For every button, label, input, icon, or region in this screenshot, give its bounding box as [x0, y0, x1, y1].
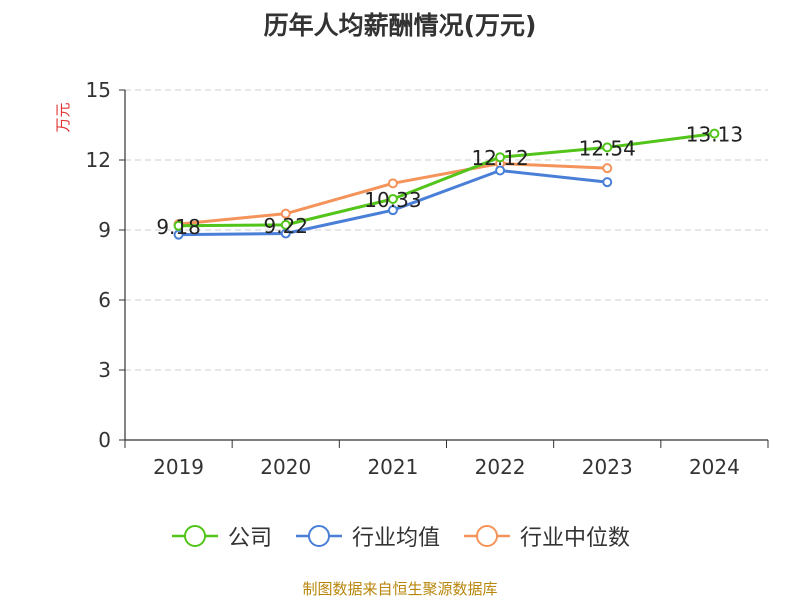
- legend-label: 行业中位数: [520, 526, 631, 551]
- x-tick-label: 2020: [260, 455, 311, 479]
- source-note: 制图数据来自恒生聚源数据库: [302, 580, 498, 598]
- data-point: [280, 219, 291, 230]
- legend-swatch-icon: [295, 525, 342, 547]
- legend-item[interactable]: 行业均值: [294, 520, 440, 552]
- data-label: 12.12: [471, 146, 528, 170]
- y-tick-label: 6: [98, 288, 111, 312]
- series-line-0: [178, 132, 715, 228]
- y-tick-label: 3: [98, 358, 111, 382]
- data-label: 9.18: [156, 215, 201, 239]
- data-point: [495, 165, 506, 176]
- y-axis-label: 万元: [54, 102, 72, 132]
- legend-swatch-icon: [464, 525, 510, 547]
- data-label: 10.33: [364, 188, 421, 212]
- data-labels: 9.18 9.22 10.33 12.12 12.54 13.13: [156, 123, 743, 239]
- data-label: 13.13: [686, 123, 743, 147]
- data-point: [709, 128, 720, 139]
- data-point: [602, 163, 613, 174]
- x-tick-label: 2019: [153, 455, 204, 479]
- grid-lines: [125, 89, 768, 371]
- legend: 公司 行业均值 行业中位数: [0, 520, 800, 552]
- data-point: [280, 208, 291, 219]
- legend-label: 公司: [227, 526, 272, 551]
- data-point: [387, 178, 398, 189]
- data-point: [173, 220, 184, 231]
- chart-title: 历年人均薪酬情况(万元): [263, 11, 537, 40]
- axes: 0 3 6 9 12 15 2019 2020 2021 2022 2023 2024 万元: [54, 78, 769, 479]
- series-lines: [173, 128, 720, 240]
- data-label: 12.54: [579, 136, 636, 160]
- y-tick-label: 15: [86, 78, 111, 102]
- data-point: [495, 152, 506, 163]
- legend-item[interactable]: 行业中位数: [462, 520, 630, 552]
- x-tick-label: 2021: [367, 455, 418, 479]
- y-tick-label: 0: [98, 428, 111, 452]
- data-point: [602, 142, 613, 153]
- legend-label: 行业均值: [351, 526, 440, 551]
- y-tick-label: 12: [86, 148, 111, 172]
- data-point: [602, 177, 613, 188]
- data-point: [387, 193, 398, 204]
- data-point: [387, 205, 398, 216]
- data-label: 9.22: [263, 214, 308, 238]
- x-tick-label: 2023: [582, 455, 633, 479]
- legend-swatch-icon: [171, 525, 218, 547]
- y-tick-label: 9: [98, 218, 111, 242]
- x-tick-label: 2022: [475, 455, 526, 479]
- legend-item[interactable]: 公司: [170, 520, 272, 552]
- x-tick-label: 2024: [689, 455, 740, 479]
